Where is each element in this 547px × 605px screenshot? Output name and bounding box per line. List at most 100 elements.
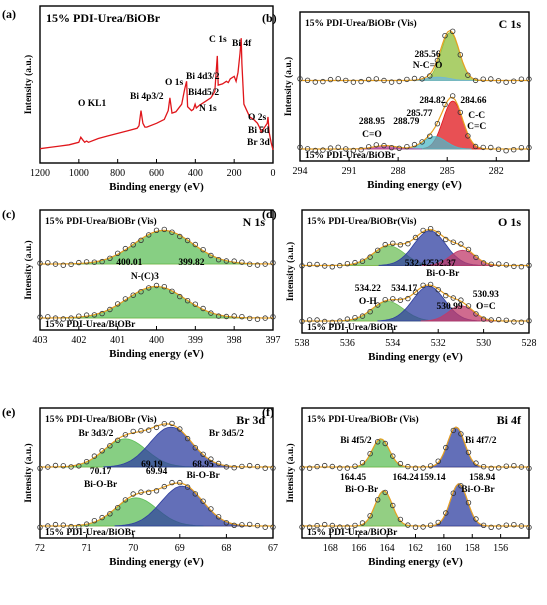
raw-point-5-bottom-6 <box>511 522 517 528</box>
raw-point-4-top-21 <box>215 460 222 467</box>
raw-point-1-top-12 <box>495 78 502 84</box>
raw-point-1-top-90 <box>297 76 303 82</box>
raw-point-5-top-42 <box>420 465 426 471</box>
raw-point-1-top-30 <box>450 28 456 34</box>
x-axis-label-3: Binding energy (eV) <box>368 351 463 363</box>
raw-point-1-bottom-60 <box>373 142 379 148</box>
raw-point-2-top-9 <box>246 261 253 267</box>
raw-point-2-bottom-39 <box>169 288 175 294</box>
y-axis-label-3: Intensity (a.u.) <box>285 242 296 301</box>
raw-point-4-top-81 <box>60 463 66 469</box>
raw-point-2-top-45 <box>153 227 160 233</box>
raw-point-4-top-0 <box>270 465 276 471</box>
raw-point-5-top-12 <box>496 465 502 471</box>
raw-point-5-bottom-15 <box>488 524 494 530</box>
raw-point-4-top-87 <box>45 464 51 470</box>
x-tick-label-2-1: 402 <box>71 335 86 346</box>
x-tick-label-3-0: 538 <box>295 338 310 349</box>
raw-point-2-bottom-15 <box>231 313 237 319</box>
raw-point-4-top-18 <box>223 464 230 470</box>
peak-label-4-7: Bi-O-Br <box>84 480 118 490</box>
raw-point-5-bottom-24 <box>465 500 472 506</box>
peak-label-1-7: 288.95 <box>359 117 385 127</box>
raw-point-2-top-24 <box>208 252 214 259</box>
raw-point-3-bottom-75 <box>337 318 343 324</box>
raw-point-4-bottom-51 <box>138 489 144 495</box>
raw-point-1-top-24 <box>465 72 471 78</box>
raw-point-3-top-12 <box>496 261 502 267</box>
raw-point-3-top-3 <box>518 264 525 270</box>
panel-letter-2: (c) <box>2 207 15 221</box>
raw-point-4-top-27 <box>200 451 206 457</box>
raw-point-2-bottom-81 <box>60 316 66 322</box>
raw-point-2-bottom-30 <box>192 301 198 307</box>
raw-point-4-top-60 <box>114 437 121 443</box>
raw-point-5-top-21 <box>473 460 479 466</box>
raw-point-1-bottom-18 <box>480 144 486 151</box>
raw-point-5-bottom-60 <box>375 497 381 503</box>
raw-point-4-bottom-12 <box>239 522 245 528</box>
raw-point-4-top-63 <box>107 443 113 449</box>
peak-label-4-5: 70.17 <box>90 467 112 477</box>
raw-point-1-top-57 <box>381 77 387 84</box>
envelope-1-top <box>300 29 529 82</box>
raw-point-3-bottom-63 <box>367 309 373 315</box>
raw-point-3-top-81 <box>322 263 328 269</box>
raw-point-3-top-57 <box>382 241 388 248</box>
raw-point-1-bottom-9 <box>503 147 509 154</box>
x-tick-label-4-0: 72 <box>35 543 45 554</box>
raw-point-4-bottom-60 <box>114 505 121 511</box>
raw-point-1-bottom-75 <box>335 144 341 150</box>
x-tick-label-1-4: 282 <box>489 166 504 177</box>
x-tick-label-4-1: 71 <box>82 543 92 554</box>
panel-letter-3: (d) <box>262 207 277 221</box>
bottom-spectrum-label-1: 15% PDI-Urea/BiOBr <box>305 151 396 161</box>
raw-point-4-bottom-84 <box>52 521 59 528</box>
x-tick-label-3-1: 536 <box>340 338 355 349</box>
x-tick-label-1-0: 294 <box>293 166 308 177</box>
raw-point-1-top-84 <box>312 79 318 85</box>
raw-point-2-bottom-36 <box>177 293 183 300</box>
raw-point-2-bottom-90 <box>37 314 43 320</box>
survey-peak-label-1: Bi 4p3/2 <box>130 92 164 102</box>
raw-point-1-top-39 <box>427 73 433 79</box>
x-tick-label-2-5: 398 <box>227 335 242 346</box>
raw-point-1-top-0 <box>526 76 532 82</box>
peak-label-4-2: 69.19 <box>141 460 163 470</box>
x-tick-label-5-4: 160 <box>436 543 451 554</box>
survey-peak-label-4: Bi4d5/2 <box>188 88 219 98</box>
peak-label-5-1: Bi 4f7/2 <box>465 436 497 446</box>
raw-point-5-top-51 <box>397 460 404 467</box>
raw-point-2-bottom-6 <box>254 316 261 322</box>
survey-peak-label-10: Br 3d <box>247 138 271 148</box>
peak-label-1-4: 285.77 <box>406 109 432 119</box>
raw-point-5-top-9 <box>503 463 509 469</box>
survey-peak-label-0: O KL1 <box>78 99 106 109</box>
raw-point-2-bottom-75 <box>76 313 82 319</box>
raw-point-5-bottom-48 <box>405 522 411 528</box>
peak-label-5-2: 164.45 <box>340 473 366 483</box>
raw-point-4-top-3 <box>262 465 268 471</box>
x-tick-label-2-0: 403 <box>33 335 48 346</box>
raw-point-3-top-60 <box>375 247 381 253</box>
raw-point-5-top-45 <box>412 465 419 471</box>
raw-point-5-bottom-36 <box>435 519 441 526</box>
raw-point-5-top-30 <box>450 427 456 434</box>
raw-point-2-bottom-45 <box>153 282 160 289</box>
raw-point-2-top-33 <box>184 237 191 244</box>
raw-point-4-top-45 <box>153 424 160 431</box>
raw-point-1-bottom-12 <box>495 146 502 152</box>
peak-label-4-6: 69.94 <box>146 467 168 477</box>
raw-point-3-top-87 <box>306 261 313 268</box>
raw-point-5-top-39 <box>427 463 434 469</box>
raw-point-4-bottom-18 <box>223 520 230 526</box>
panel-a-title: 15% PDI-Urea/BiOBr <box>46 11 161 25</box>
peak-label-3-8: O=C <box>476 302 496 312</box>
envelope-5-bottom <box>302 483 529 527</box>
raw-point-2-top-36 <box>177 233 183 240</box>
raw-point-4-top-51 <box>138 428 144 434</box>
x-tick-label-0-2: 800 <box>110 168 125 179</box>
raw-point-4-bottom-3 <box>262 524 268 530</box>
top-spectrum-label-1: 15% PDI-Urea/BiOBr (Vis) <box>305 18 417 29</box>
raw-point-1-top-3 <box>518 76 525 82</box>
